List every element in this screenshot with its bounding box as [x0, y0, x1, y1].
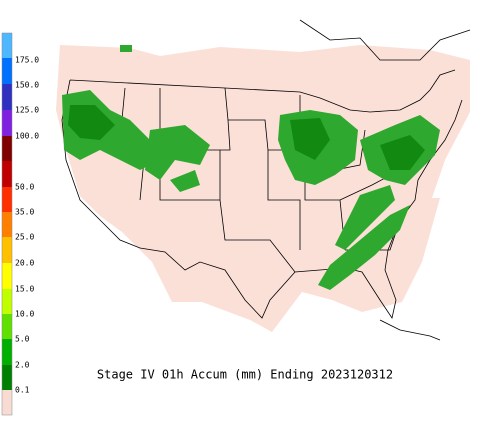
legend-swatch — [2, 339, 12, 365]
precip-area — [335, 185, 395, 250]
legend-swatch — [2, 314, 12, 339]
legend-swatch — [2, 161, 12, 187]
legend-label: 35.0 — [15, 208, 34, 217]
legend-swatch — [2, 390, 12, 415]
us-outline — [61, 69, 463, 320]
legend-label: 175.0 — [15, 56, 39, 65]
legend-swatch — [2, 365, 12, 390]
precip-area — [145, 125, 210, 180]
legend-swatch — [2, 237, 12, 263]
legend-label: 20.0 — [15, 259, 34, 268]
legend-swatch — [2, 84, 12, 110]
precip-area — [290, 118, 330, 160]
legend-label: 100.0 — [15, 132, 39, 141]
legend: 175.0 150.0 125.0 100.0 50.0 35.0 25.0 20.0 15.0… — [1, 32, 39, 416]
precip-area — [380, 135, 425, 170]
legend-label: 0.1 — [15, 386, 30, 395]
legend-swatch — [2, 289, 12, 314]
legend-swatch — [2, 187, 12, 212]
legend-label: 2.0 — [15, 361, 30, 370]
precip-area — [170, 170, 200, 192]
precip-area — [318, 205, 410, 290]
precip-area — [120, 45, 132, 52]
precip-areas — [62, 45, 440, 290]
legend-label: 125.0 — [15, 106, 39, 115]
legend-swatch — [2, 33, 12, 58]
legend-swatch — [2, 110, 12, 136]
legend-label: 15.0 — [15, 285, 34, 294]
precip-area — [68, 105, 115, 140]
legend-swatch — [2, 263, 12, 289]
neighbor-coast — [299, 19, 471, 341]
legend-label: 25.0 — [15, 233, 34, 242]
caption: Stage IV 01h Accum (mm) Ending 202312031… — [97, 368, 393, 382]
legend-frame — [1, 32, 13, 416]
legend-label: 150.0 — [15, 81, 39, 90]
legend-swatch — [2, 136, 12, 161]
legend-label: 50.0 — [15, 183, 34, 192]
legend-label: 10.0 — [15, 310, 34, 319]
map-area — [56, 19, 471, 341]
legend-label: 5.0 — [15, 335, 30, 344]
legend-swatch — [2, 58, 12, 84]
legend-swatch — [2, 212, 12, 237]
